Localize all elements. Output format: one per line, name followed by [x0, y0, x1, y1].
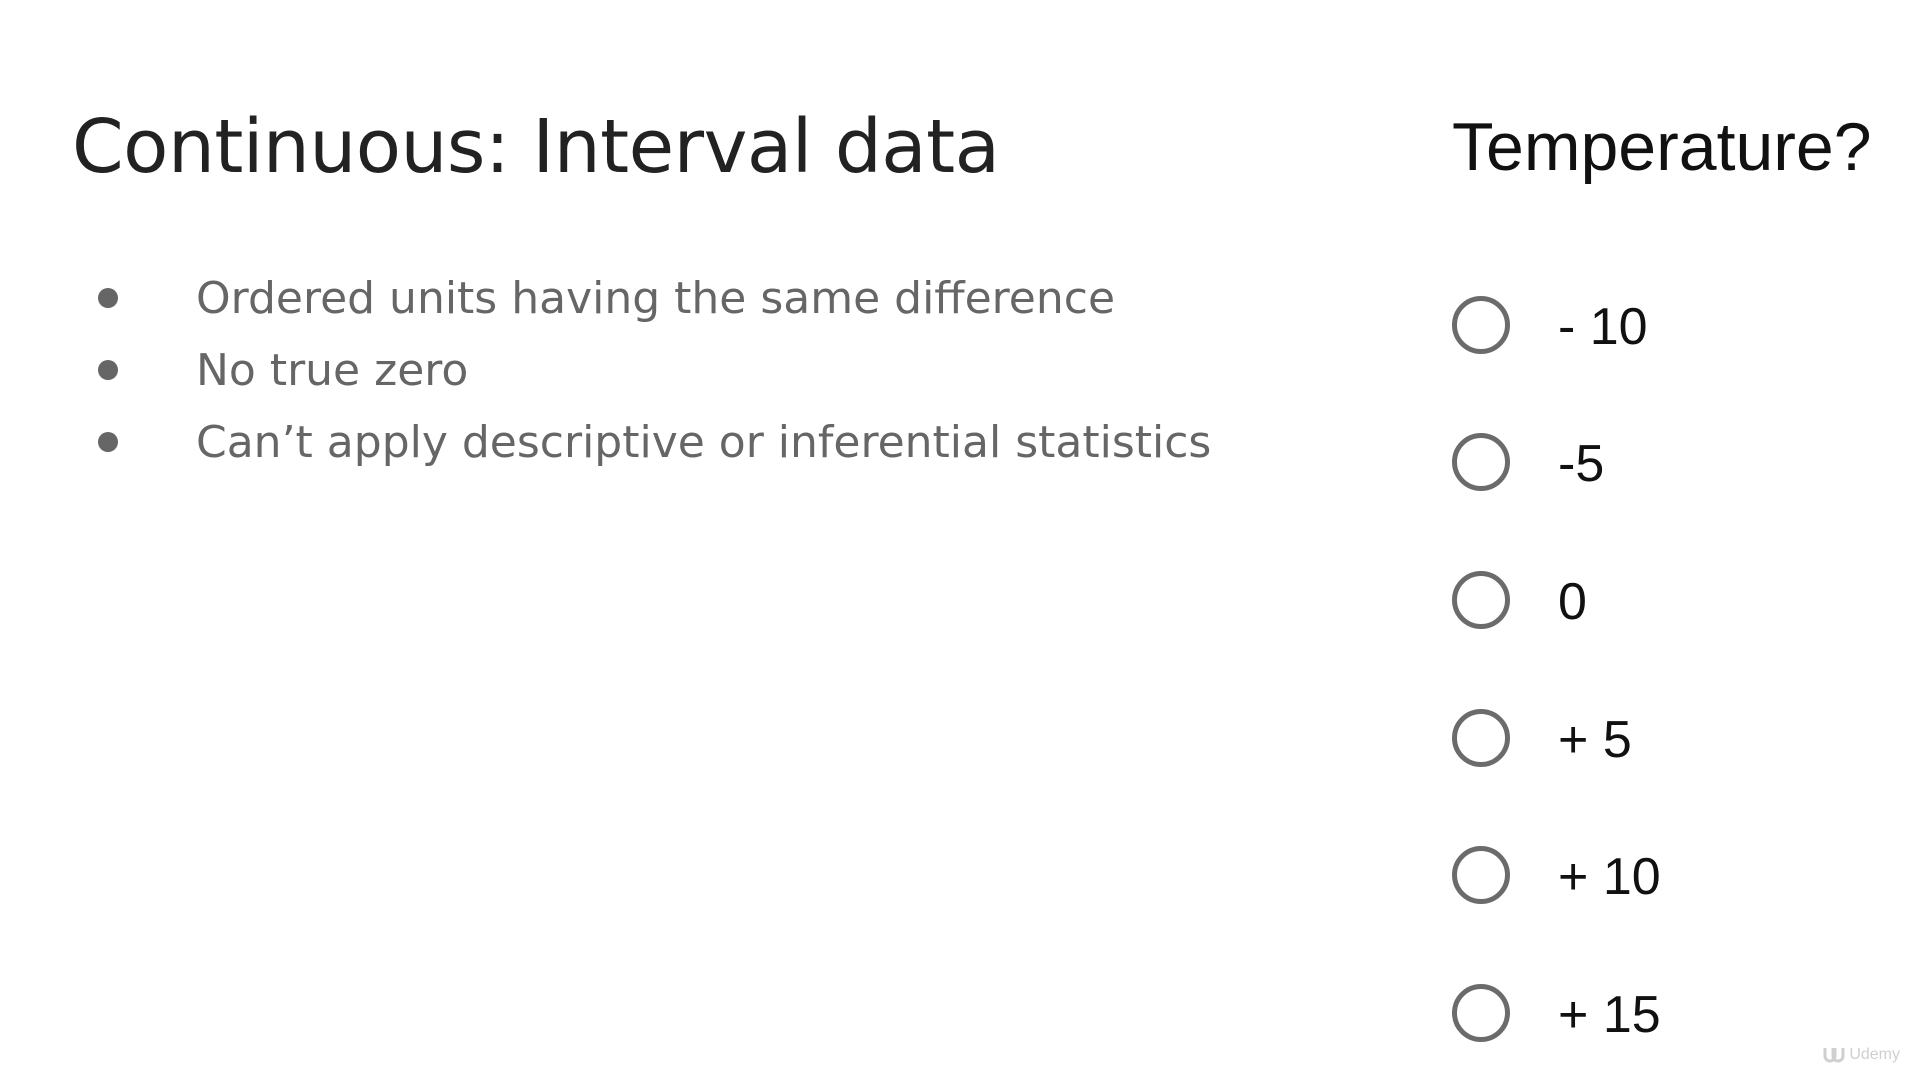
radio-option-label[interactable]: + 5 [1558, 710, 1632, 769]
radio-option-plus-10[interactable]: + 10 [1452, 806, 1661, 944]
radio-option-plus-5[interactable]: + 5 [1452, 669, 1661, 807]
watermark-text: Udemy [1849, 1046, 1900, 1063]
bullet-item: No true zero [88, 334, 1211, 406]
radio-circle-icon[interactable] [1452, 708, 1510, 767]
slide-title: Continuous: Interval data [72, 104, 1000, 190]
bullet-dot-icon [98, 360, 118, 380]
radio-circle-icon[interactable] [1452, 846, 1510, 905]
bullet-text: No true zero [196, 344, 469, 396]
udemy-watermark: Udemy [1821, 1044, 1900, 1066]
bullet-item: Ordered units having the same difference [88, 262, 1211, 334]
radio-option-label[interactable]: - 10 [1558, 297, 1648, 356]
radio-circle-icon[interactable] [1452, 570, 1510, 629]
radio-circle-icon[interactable] [1452, 433, 1510, 492]
radio-option-minus-5[interactable]: -5 [1452, 394, 1661, 532]
bullet-text: Can’t apply descriptive or inferential s… [196, 416, 1212, 468]
radio-option-label[interactable]: + 10 [1558, 848, 1661, 907]
radio-option-minus-10[interactable]: - 10 [1452, 256, 1661, 394]
radio-option-label[interactable]: -5 [1558, 435, 1605, 494]
radio-option-label[interactable]: 0 [1558, 572, 1587, 631]
bullet-text: Ordered units having the same difference [196, 272, 1116, 324]
bullet-dot-icon [98, 288, 118, 308]
bullet-dot-icon [98, 432, 118, 452]
radio-circle-icon[interactable] [1452, 983, 1510, 1042]
udemy-logo-icon [1823, 1048, 1845, 1063]
radio-circle-icon[interactable] [1452, 295, 1510, 354]
quiz-panel: Temperature? - 10 -5 0 + 5 + 10 + 15 [1452, 108, 1892, 1044]
quiz-question: Temperature? [1452, 109, 1872, 185]
bullet-list: Ordered units having the same difference… [88, 262, 1211, 478]
radio-group: - 10 -5 0 + 5 + 10 + 15 [1452, 256, 1661, 1082]
radio-option-label[interactable]: + 15 [1558, 985, 1661, 1044]
bullet-item: Can’t apply descriptive or inferential s… [88, 406, 1211, 478]
radio-option-plus-15[interactable]: + 15 [1452, 944, 1661, 1082]
radio-option-0[interactable]: 0 [1452, 531, 1661, 669]
